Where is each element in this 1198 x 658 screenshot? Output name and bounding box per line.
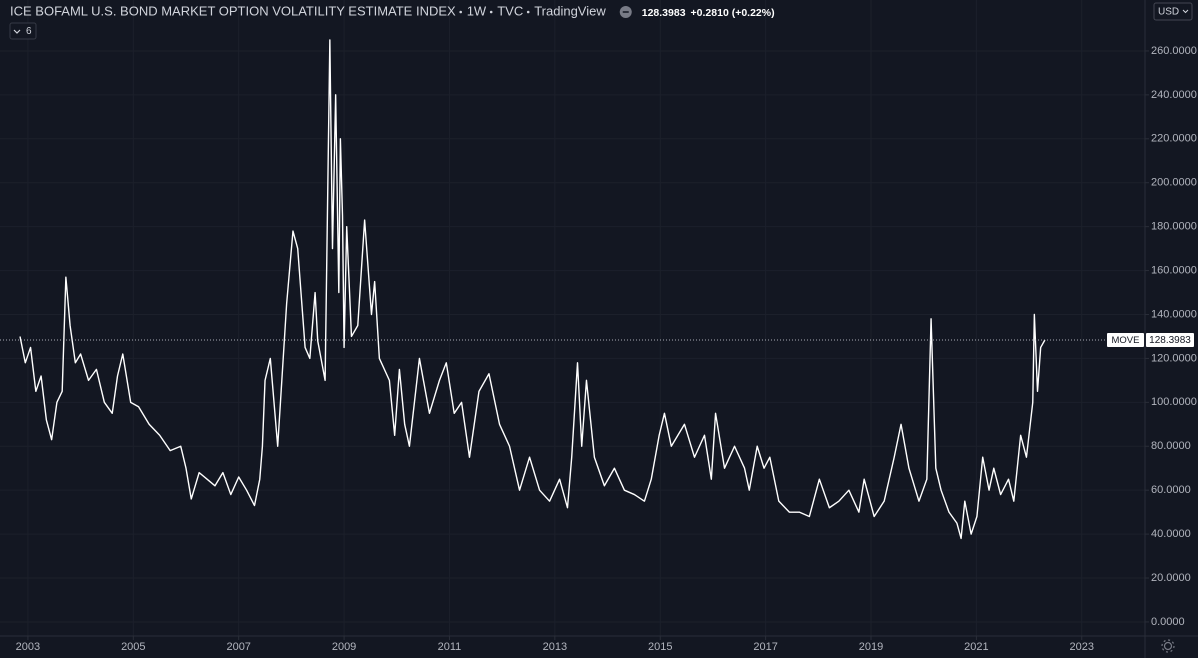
separator-dot <box>526 10 530 14</box>
interval[interactable]: 1W <box>467 3 487 18</box>
settings-button[interactable] <box>1161 639 1175 653</box>
y-tick-label: 200.0000 <box>1151 177 1197 189</box>
y-tick-label: 180.0000 <box>1151 221 1197 233</box>
series-name-tag <box>1107 332 1144 347</box>
currency-box <box>1153 2 1193 21</box>
chevron <box>13 29 21 34</box>
x-tick-label: 2019 <box>859 641 883 653</box>
x-tick-label: 2013 <box>543 641 567 653</box>
market-status-icon[interactable] <box>619 6 632 18</box>
price-tag-label: 128.3983 <box>1149 335 1191 346</box>
y-tick-label: 220.0000 <box>1151 133 1197 145</box>
x-tick-label: 2021 <box>964 641 988 653</box>
last-price: 128.3983 <box>642 7 686 19</box>
symbol-title: ICE BOFAML U.S. BOND MARKET OPTION VOLAT… <box>10 3 456 18</box>
series-line <box>19 39 1046 540</box>
plot <box>0 39 1145 540</box>
chevron <box>1182 9 1189 14</box>
data-provider: TradingView <box>534 3 606 18</box>
indicator-count: 6 <box>26 26 32 37</box>
currency-button[interactable]: USD <box>1153 2 1193 21</box>
price-tag <box>1146 332 1194 347</box>
x-tick-label: 2023 <box>1070 641 1094 653</box>
gear-center <box>1163 641 1173 651</box>
y-tick-label: 140.0000 <box>1151 308 1197 320</box>
y-tick-label: 100.0000 <box>1151 396 1197 408</box>
axes: 0.0000 20.0000 40.0000 60.0000 80.0000 100.00… <box>16 45 1197 653</box>
y-tick-label: 20.0000 <box>1151 572 1191 584</box>
y-tick-label: 0.0000 <box>1151 616 1185 628</box>
y-tick-label: 260.0000 <box>1151 45 1197 57</box>
exchange: TVC <box>497 3 523 18</box>
toggle-box <box>9 22 37 40</box>
series-name: MOVE <box>1112 335 1140 346</box>
y-tick-label: 160.0000 <box>1151 264 1197 276</box>
y-tick-label: 60.0000 <box>1151 484 1191 496</box>
indicators-toggle[interactable]: 6 <box>9 22 37 40</box>
y-tick-label: 40.0000 <box>1151 528 1191 540</box>
separator-dot <box>489 10 493 14</box>
legend-header: ICE BOFAML U.S. BOND MARKET OPTION VOLAT… <box>10 3 775 18</box>
x-tick-label: 2017 <box>753 641 777 653</box>
y-tick-label: 120.0000 <box>1151 352 1197 364</box>
price-change: +0.2810 (+0.22%) <box>691 7 775 19</box>
y-tick-label: 240.0000 <box>1151 89 1197 101</box>
x-tick-label: 2007 <box>226 641 250 653</box>
gear-teeth <box>1161 639 1175 653</box>
currency: USD <box>1158 7 1179 18</box>
x-tick-label: 2015 <box>648 641 672 653</box>
x-tick-label: 2003 <box>16 641 40 653</box>
y-tick-label: 80.0000 <box>1151 440 1191 452</box>
x-tick-label: 2009 <box>332 641 356 653</box>
x-tick-label: 2005 <box>121 641 145 653</box>
separator-dot <box>459 10 463 14</box>
x-tick-label: 2011 <box>438 641 462 653</box>
